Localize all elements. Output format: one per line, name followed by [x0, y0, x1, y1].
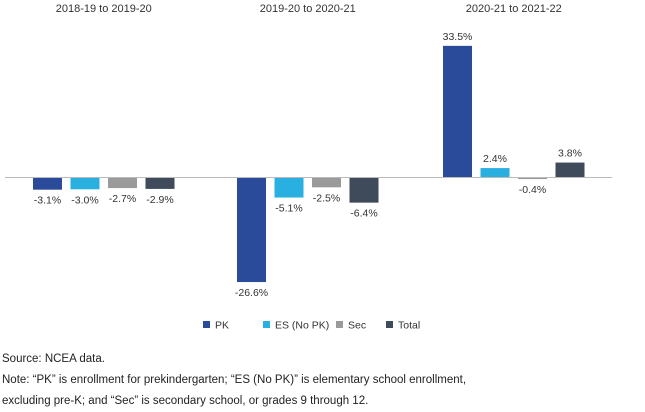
data-label-pk-2019-20-to-2020-21: -26.6%	[235, 287, 268, 299]
bar-es-no-pk-2018-19-to-2019-20	[70, 177, 100, 190]
bar-sec-2020-21-to-2021-22	[518, 177, 547, 180]
legend-label-sec: Sec	[348, 320, 366, 332]
data-label-total-2019-20-to-2020-21: -6.4%	[350, 208, 377, 220]
legend-swatch-total	[386, 321, 393, 328]
note-line-1: Note: “PK” is enrollment for prekinderga…	[2, 374, 467, 386]
data-label-total-2020-21-to-2021-22: 3.8%	[558, 148, 582, 160]
source-note: Source: NCEA data.	[2, 353, 105, 365]
bar-es-no-pk-2020-21-to-2021-22	[480, 168, 510, 178]
chart-notes: Source: NCEA data. Note: “PK” is enrollm…	[2, 349, 642, 412]
bar-sec-2018-19-to-2019-20	[108, 177, 137, 189]
legend: PK ES (No PK) Sec Total	[203, 320, 420, 332]
legend-label-es-no-pk: ES (No PK)	[275, 320, 329, 332]
enrollment-change-chart: 2018-19 to 2019-20 2019-20 to 2020-21 2020…	[5, 3, 612, 332]
bar-total-2018-19-to-2019-20	[145, 177, 175, 189]
bar-pk-2019-20-to-2020-21	[237, 177, 266, 283]
data-label-es-no-pk-2018-19-to-2019-20: -3.0%	[71, 194, 98, 206]
data-label-sec-2019-20-to-2020-21: -2.5%	[313, 192, 340, 204]
data-label-pk-2018-19-to-2019-20: -3.1%	[34, 195, 61, 207]
data-label-sec-2018-19-to-2019-20: -2.7%	[109, 193, 136, 205]
period-label-2018-19-to-2019-20: 2018-19 to 2019-20	[56, 3, 152, 15]
legend-swatch-es-no-pk	[263, 321, 270, 328]
data-label-sec-2020-21-to-2021-22: -0.4%	[519, 184, 546, 196]
bar-pk-2018-19-to-2019-20	[33, 177, 62, 190]
data-label-es-no-pk-2019-20-to-2020-21: -5.1%	[275, 203, 302, 215]
period-label-2020-21-to-2021-22: 2020-21 to 2021-22	[466, 3, 562, 15]
period-label-2019-20-to-2020-21: 2019-20 to 2020-21	[260, 3, 356, 15]
legend-swatch-sec	[336, 321, 343, 328]
bar-pk-2020-21-to-2021-22	[443, 45, 472, 178]
bar-sec-2019-20-to-2020-21	[312, 177, 341, 188]
legend-swatch-pk	[203, 321, 210, 328]
bar-total-2020-21-to-2021-22	[555, 162, 585, 178]
legend-label-total: Total	[398, 320, 420, 332]
data-label-pk-2020-21-to-2021-22: 33.5%	[443, 31, 473, 43]
bar-total-2019-20-to-2020-21	[349, 177, 379, 203]
data-label-es-no-pk-2020-21-to-2021-22: 2.4%	[483, 153, 507, 165]
bar-es-no-pk-2019-20-to-2020-21	[274, 177, 304, 198]
legend-label-pk: PK	[215, 320, 229, 332]
data-label-total-2018-19-to-2019-20: -2.9%	[146, 194, 173, 206]
note-line-2: excluding pre-K; and “Sec” is secondary …	[2, 395, 369, 407]
